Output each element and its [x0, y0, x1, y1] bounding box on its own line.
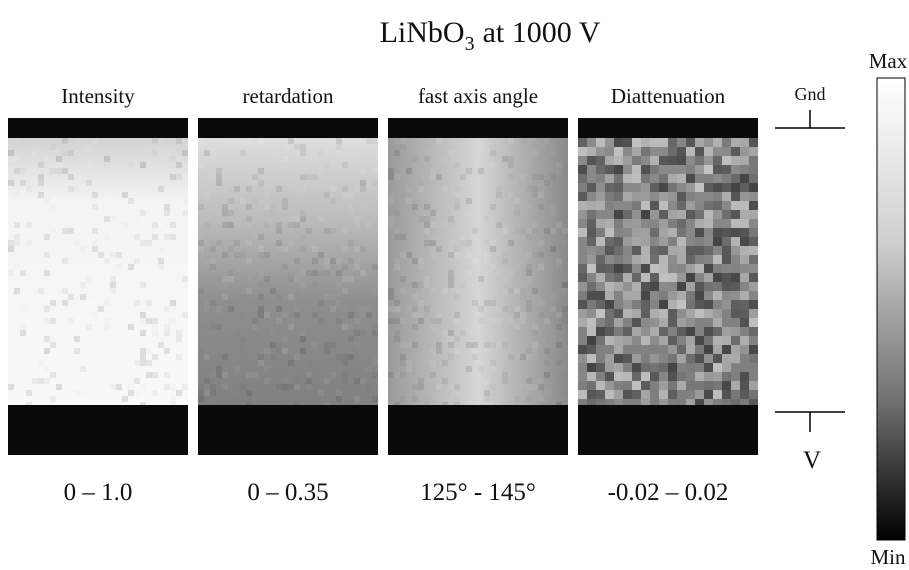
- electrode-shadow: [8, 118, 188, 138]
- panels: Intensity 0 – 1.0 retardation 0 – 0.35 fast …: [8, 84, 758, 506]
- electrode-label: Gnd: [795, 84, 826, 104]
- electrode-shadow: [198, 118, 378, 138]
- panel-label: Intensity: [61, 84, 135, 108]
- panel-texture: [198, 138, 378, 408]
- panel-range: 0 – 0.35: [247, 479, 328, 506]
- title-rest: at 1000 V: [483, 16, 601, 49]
- panel-range: 125° - 145°: [420, 479, 536, 506]
- colorbar-min: Min: [870, 545, 906, 569]
- title-main: LiNbO: [380, 16, 465, 49]
- panel-range: -0.02 – 0.02: [608, 479, 729, 506]
- colorbar-max: Max: [869, 49, 908, 73]
- panel-range: 0 – 1.0: [64, 479, 133, 506]
- panel-texture: [578, 138, 758, 408]
- panel-image: [8, 118, 188, 455]
- panel-label: fast axis angle: [418, 84, 538, 108]
- electrode-shadow: [388, 118, 568, 138]
- panel-texture: [388, 138, 568, 408]
- title: LiNbO3 at 1000 V: [380, 16, 601, 55]
- electrode-shadow: [578, 118, 758, 138]
- colorbar: [876, 77, 906, 541]
- panel-label: Diattenuation: [611, 84, 726, 108]
- panel-texture: [8, 138, 188, 408]
- panel-image: [198, 118, 378, 455]
- electrode-label: V: [803, 447, 821, 474]
- title-subscript: 3: [465, 33, 475, 55]
- panel-image: [578, 118, 758, 455]
- electrode-shadow: [388, 405, 568, 455]
- electrode-shadow: [198, 405, 378, 455]
- electrode-shadow: [8, 405, 188, 455]
- panel-label: retardation: [243, 84, 334, 108]
- electrode-shadow: [578, 405, 758, 455]
- panel-image: [388, 118, 568, 455]
